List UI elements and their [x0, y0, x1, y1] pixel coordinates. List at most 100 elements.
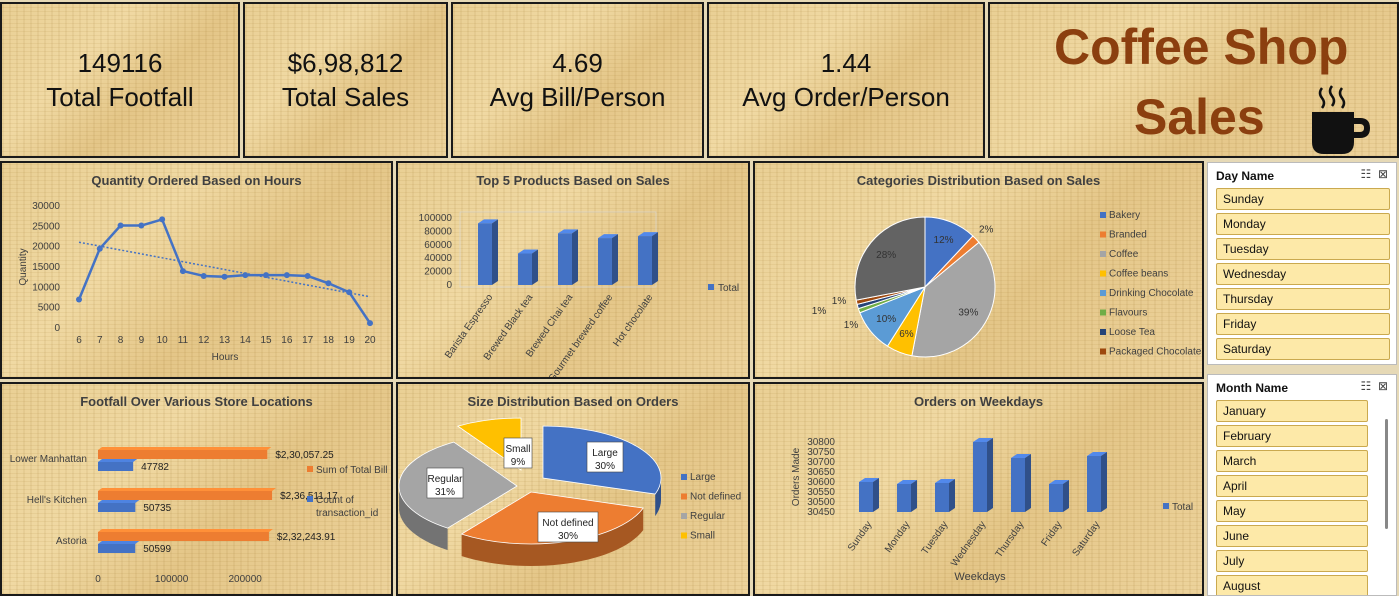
- kpi-label: Total Sales: [281, 82, 410, 112]
- legend-swatch: [307, 466, 313, 472]
- y-tick-label: 15000: [32, 262, 60, 273]
- day-name-slicer: Day Name ☷ ⊠ Sunday Monday Tuesday Wednesda…: [1207, 162, 1397, 365]
- pie-slice: [854, 216, 926, 301]
- y-tick-label: 30550: [807, 487, 835, 498]
- bar-top: [98, 500, 140, 503]
- legend-swatch: [1100, 309, 1106, 316]
- bar-side: [1101, 452, 1107, 512]
- x-tick-label: Hot chocolate: [611, 292, 655, 349]
- data-label: 12%: [934, 235, 954, 246]
- data-label: 39%: [958, 308, 978, 319]
- bar: [98, 450, 268, 459]
- pie-side: [655, 478, 661, 517]
- data-label: 6%: [899, 329, 914, 340]
- data-label: Not defined 30%: [542, 518, 593, 542]
- data-point: [304, 272, 311, 279]
- legend-label: Branded: [1109, 230, 1147, 241]
- slicer-item-may[interactable]: May: [1216, 500, 1368, 522]
- slicer-item-june[interactable]: June: [1216, 525, 1368, 547]
- bar-top: [518, 249, 538, 254]
- y-tick-label: Hell's Kitchen: [27, 495, 87, 506]
- data-label: 1%: [812, 306, 827, 317]
- slicer-item-march[interactable]: March: [1216, 450, 1368, 472]
- bar-top: [98, 541, 140, 544]
- x-tick-label: 17: [302, 335, 314, 346]
- y-axis-title: Orders Made: [791, 447, 802, 506]
- bar: [1049, 484, 1063, 512]
- data-label-box: [426, 467, 464, 499]
- kpi-value: 1.44: [820, 48, 872, 78]
- slicer-item-sunday[interactable]: Sunday: [1216, 188, 1390, 210]
- x-tick-label: Friday: [1040, 519, 1065, 548]
- x-tick-label: 100000: [155, 574, 189, 585]
- legend-label: Bakery: [1109, 210, 1140, 221]
- chart-panel-size: Size Distribution Based on Orders Large 3…: [396, 382, 750, 596]
- legend-swatch: [1100, 270, 1106, 277]
- data-point: [179, 268, 186, 275]
- legend-swatch: [681, 493, 687, 500]
- x-tick-label: Saturday: [1070, 519, 1102, 558]
- legend-label: Total: [1172, 502, 1193, 513]
- data-point: [76, 296, 82, 303]
- bar-side: [532, 249, 538, 285]
- x-tick-label: 20: [364, 335, 376, 346]
- bar: [98, 532, 269, 541]
- y-tick-label: 30700: [807, 457, 835, 468]
- clear-filter-icon[interactable]: ⊠: [1377, 167, 1388, 181]
- bar: [478, 223, 492, 285]
- slicer-item-monday[interactable]: Monday: [1216, 213, 1390, 235]
- y-tick-label: 25000: [32, 221, 60, 232]
- y-tick-label: 30500: [807, 497, 835, 508]
- bar-top: [1087, 452, 1107, 456]
- data-label: 28%: [876, 250, 896, 261]
- bar: [518, 253, 532, 285]
- pie-slice: [911, 241, 996, 358]
- slicer-item-february[interactable]: February: [1216, 425, 1368, 447]
- bar-side: [1025, 454, 1031, 512]
- slicer-item-saturday[interactable]: Saturday: [1216, 338, 1390, 360]
- x-tick-label: 6: [76, 335, 82, 346]
- slicer-item-august[interactable]: August: [1216, 575, 1368, 595]
- x-tick-label: Wednesday: [949, 519, 988, 568]
- slicer-item-friday[interactable]: Friday: [1216, 313, 1390, 335]
- brand-title-line2: Sales: [1134, 89, 1265, 145]
- bar-side: [572, 229, 578, 285]
- legend-label: Count of transaction_id: [316, 495, 378, 519]
- kpi-card-sales: $6,98,812 Total Sales: [243, 2, 448, 158]
- bar: [638, 236, 652, 285]
- data-point: [96, 245, 103, 252]
- legend-swatch: [681, 474, 687, 480]
- clear-filter-icon[interactable]: ⊠: [1377, 379, 1388, 393]
- kpi-card-avg-order: 1.44 Avg Order/Person: [707, 2, 985, 158]
- data-point: [200, 272, 207, 279]
- slicer-item-january[interactable]: January: [1216, 400, 1368, 422]
- bar: [1087, 456, 1101, 512]
- slicer-scrollbar[interactable]: [1385, 419, 1388, 529]
- x-tick-label: 14: [240, 335, 252, 346]
- bar: [98, 491, 273, 500]
- bar-side: [987, 438, 993, 512]
- legend-swatch: [1100, 290, 1106, 296]
- slicer-item-thursday[interactable]: Thursday: [1216, 288, 1390, 310]
- kpi-label: Avg Order/Person: [742, 82, 950, 112]
- multi-select-icon[interactable]: ☷: [1360, 167, 1372, 181]
- month-name-slicer: Month Name ☷ ⊠ January February March April…: [1207, 374, 1397, 596]
- legend-label: Not defined: [690, 492, 741, 503]
- slicer-item-april[interactable]: April: [1216, 475, 1368, 497]
- slicer-item-wednesday[interactable]: Wednesday: [1216, 263, 1390, 285]
- kpi-value: 149116: [77, 48, 163, 78]
- x-tick-label: 7: [97, 335, 103, 346]
- slicer-item-tuesday[interactable]: Tuesday: [1216, 238, 1390, 260]
- pie-side: [399, 484, 448, 551]
- slicer-item-july[interactable]: July: [1216, 550, 1368, 572]
- legend-swatch: [708, 284, 714, 290]
- y-tick-label: 30650: [807, 467, 835, 478]
- x-tick-label: 10: [157, 335, 169, 346]
- bar-top: [558, 229, 578, 234]
- legend-label: Large: [690, 472, 716, 483]
- legend-swatch: [1100, 348, 1106, 355]
- multi-select-icon[interactable]: ☷: [1360, 379, 1372, 393]
- data-label: $2,32,243.91: [277, 532, 336, 543]
- kpi-value: $6,98,812: [287, 48, 404, 78]
